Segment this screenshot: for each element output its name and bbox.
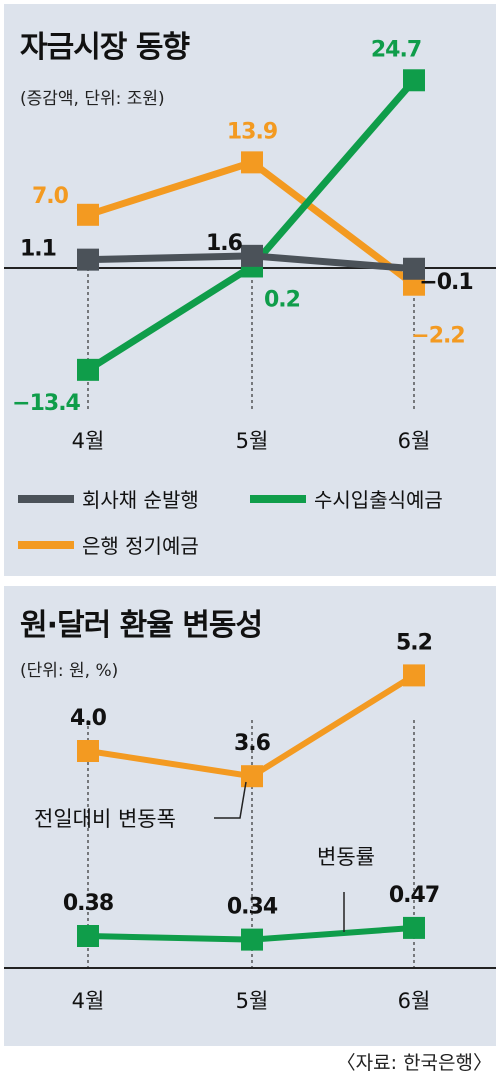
callout-line <box>214 781 247 819</box>
legend-item-time-deposit: 은행 정기예금 <box>18 530 199 559</box>
x-tick-label: 4월 <box>72 989 105 1013</box>
data-label: 0.47 <box>389 883 439 908</box>
data-point <box>403 664 425 687</box>
data-point <box>77 203 99 226</box>
data-point <box>77 740 99 762</box>
chart1-subtitle: (증감액, 단위: 조원) <box>20 89 165 109</box>
legend-item-corporate-bond: 회사채 순발행 <box>18 484 199 513</box>
chart1-title: 자금시장 동향 <box>20 30 190 65</box>
data-point <box>241 244 263 267</box>
data-point <box>77 248 99 271</box>
chart2-subtitle: (단위: 원, %) <box>20 661 119 681</box>
data-label: 1.1 <box>20 237 56 262</box>
data-label: 3.6 <box>234 731 271 756</box>
legend-label: 회사채 순발행 <box>82 488 199 512</box>
series-callout-label: 변동률 <box>317 845 375 869</box>
x-tick-label: 6월 <box>398 989 431 1013</box>
data-point <box>77 358 99 381</box>
series-callout-label: 전일대비 변동폭 <box>34 807 176 831</box>
legend-label: 은행 정기예금 <box>82 534 199 558</box>
legend-label: 수시입출식예금 <box>314 488 443 512</box>
data-point <box>241 928 263 951</box>
series-line <box>87 672 416 780</box>
chart2-title: 원·달러 환율 변동성 <box>20 608 263 643</box>
data-label: 13.9 <box>227 119 277 144</box>
x-tick-label: 4월 <box>72 429 105 453</box>
legend-swatch-orange <box>18 540 74 549</box>
data-label: 4.0 <box>70 706 107 731</box>
data-point <box>403 257 425 280</box>
source-note: 〈자료: 한국은행〉 <box>336 1052 492 1074</box>
data-point <box>77 925 99 947</box>
data-point <box>403 69 425 92</box>
data-label: 24.7 <box>371 37 421 62</box>
data-label: 5.2 <box>396 630 432 655</box>
x-tick-label: 6월 <box>398 429 431 453</box>
x-tick-label: 5월 <box>236 989 269 1013</box>
data-point <box>241 765 263 788</box>
data-point <box>241 151 263 174</box>
fund-market-chart: 4월 5월 6월 7.0 13.9 −2.2 −13.4 0.2 24.7 1.1 1.6 −0.1 <box>4 37 496 453</box>
data-label: 0.2 <box>264 287 300 312</box>
data-label: 7.0 <box>32 184 69 209</box>
data-point <box>403 916 425 939</box>
data-label: −13.4 <box>12 391 80 416</box>
legend-swatch-green <box>250 494 306 503</box>
data-label: 0.38 <box>63 891 113 916</box>
data-label: 1.6 <box>206 231 243 256</box>
data-label: −0.1 <box>419 270 472 295</box>
data-label: 0.34 <box>227 895 278 920</box>
legend-swatch-gray <box>18 494 74 503</box>
data-label: −2.2 <box>411 324 464 349</box>
legend-item-demand-deposit: 수시입출식예금 <box>250 484 443 513</box>
x-tick-label: 5월 <box>236 429 269 453</box>
